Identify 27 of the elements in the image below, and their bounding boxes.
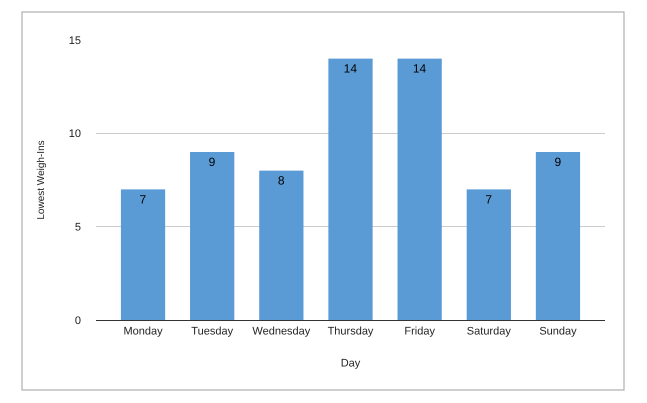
- data-label: 9: [208, 155, 216, 169]
- bar: [466, 189, 511, 320]
- bar: [190, 152, 234, 320]
- data-label: 7: [140, 192, 147, 206]
- x-tick-label: Tuesday: [191, 325, 234, 338]
- y-axis-title: Lowest Weigh-Ins: [36, 140, 47, 220]
- x-tick-label: Saturday: [466, 325, 512, 338]
- data-label: 8: [278, 174, 285, 188]
- bar: [536, 152, 580, 320]
- data-label: 14: [412, 62, 426, 76]
- bar: [398, 58, 442, 320]
- x-tick-label: Monday: [123, 325, 164, 338]
- x-tick-label: Wednesday: [252, 325, 311, 338]
- data-label: 14: [344, 62, 358, 76]
- data-label: 9: [554, 155, 562, 169]
- bar: [120, 189, 166, 320]
- x-axis-title: Day: [340, 358, 361, 370]
- x-tick-label: Sunday: [539, 325, 578, 338]
- y-tick-label: 10: [68, 128, 81, 140]
- data-label: 7: [485, 192, 492, 206]
- y-tick-label: 5: [74, 222, 81, 234]
- x-tick-label: Friday: [404, 325, 436, 338]
- y-tick-label: 15: [68, 34, 81, 47]
- x-tick-label: Thursday: [328, 325, 374, 338]
- y-tick-label: 0: [74, 314, 81, 327]
- bar: [328, 58, 373, 320]
- bar: [259, 170, 304, 320]
